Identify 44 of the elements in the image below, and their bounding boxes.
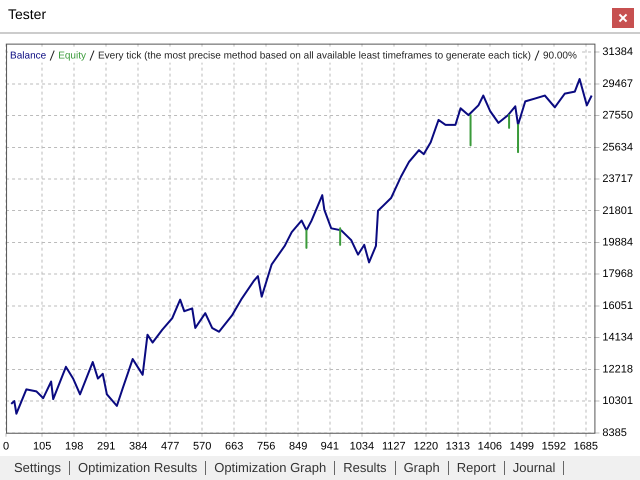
text: Optimization Results <box>70 460 206 475</box>
x-tick-label: 1220 <box>414 440 438 452</box>
text: Settings <box>6 460 70 475</box>
text: Equity <box>58 50 86 62</box>
text: Journal <box>504 460 564 475</box>
x-tick-label: 0 <box>2 440 10 452</box>
y-tick-label: 10301 <box>602 395 634 408</box>
x-tick-label: 663 <box>224 440 244 452</box>
y-tick-label: 21801 <box>602 204 634 217</box>
y-tick-label: 14134 <box>602 332 634 344</box>
text: Balance <box>10 50 47 62</box>
text: Results <box>335 460 396 475</box>
chart-title: Tester <box>8 6 46 22</box>
text: Graph <box>396 460 449 475</box>
text: Report <box>448 460 505 475</box>
x-tick-label: 105 <box>33 440 52 452</box>
x-tick-label: 1592 <box>542 440 566 452</box>
x-tick-label: 1685 <box>574 440 598 452</box>
y-tick-label: 31384 <box>602 46 634 58</box>
x-tick-label: 1499 <box>510 440 534 452</box>
x-tick-label: 849 <box>288 440 308 452</box>
y-tick-label: 27550 <box>602 110 634 122</box>
y-tick-label: 25634 <box>602 141 634 154</box>
x-tick-label: 384 <box>129 440 148 452</box>
x-tick-label: 941 <box>320 440 340 452</box>
x-tick-label: 477 <box>161 440 180 452</box>
x-tick-label: 1127 <box>382 440 406 452</box>
x-tick-label: 1034 <box>350 440 374 452</box>
y-tick-label: 16051 <box>602 300 634 312</box>
x-tick-label: 1406 <box>478 440 502 452</box>
annotation: Every tick (the most precise method based on all available least timeframes to generate each tick) <box>98 50 531 62</box>
x-tick-label: 756 <box>256 440 276 452</box>
annotation: 90.00% <box>542 50 577 62</box>
x-tick-label: 1313 <box>446 440 470 452</box>
x-tick-label: 570 <box>192 440 212 452</box>
y-tick-label: 23717 <box>602 173 634 186</box>
y-tick-label: 12218 <box>602 363 634 376</box>
y-tick-label: 29467 <box>602 78 634 90</box>
y-tick-label: 17968 <box>602 268 634 280</box>
x-tick-label: 198 <box>65 440 84 452</box>
y-tick-label: 19884 <box>602 236 634 249</box>
text: Optimization Graph <box>206 460 336 475</box>
y-tick-label: 8385 <box>602 426 627 439</box>
x-tick-label: 291 <box>97 440 116 452</box>
